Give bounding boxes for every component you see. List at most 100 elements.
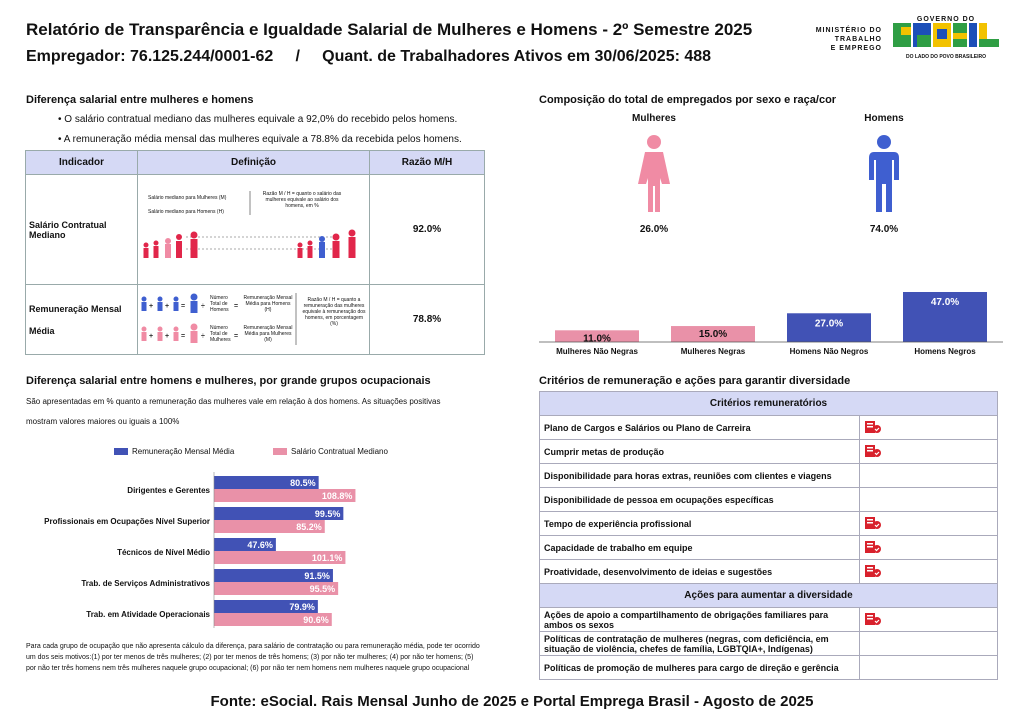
actions-header: Ações para aumentar a diversidade <box>539 583 998 608</box>
report-subtitle: Empregador: 76.125.244/0001-62 / Quant. … <box>26 48 712 65</box>
legend-contractual-label: Salário Contratual Mediano <box>291 447 388 456</box>
def-median-women: Salário mediano para Mulheres (M) <box>148 195 227 201</box>
composition-bar <box>903 292 987 342</box>
criteria-row-label: Capacidade de trabalho em equipe <box>539 535 860 560</box>
criteria-row-label: Cumprir metas de produção <box>539 439 860 464</box>
action-row-label: Políticas de promoção de mulheres para c… <box>539 655 860 680</box>
svg-text:+: + <box>149 303 153 310</box>
check-document-icon <box>865 540 881 553</box>
svg-text:÷: ÷ <box>201 333 205 340</box>
criteria-row: Proatividade, desenvolvimento de ideias … <box>539 559 998 584</box>
occupational-bar-chart: Dirigentes e Gerentes 80.5% 108.8% Profissi… <box>44 472 356 628</box>
gov-brasil-logo: GOVERNO DO DO LADO DO POVO BRASILEIRO <box>893 16 999 66</box>
occupation-bar <box>214 613 332 626</box>
def-total-women: Número Total de Mulheres <box>210 325 231 343</box>
indicator-table: Indicador Definição Razão M/H Salário Co… <box>25 150 485 355</box>
definition-contractual: Salário mediano para Mulheres (M) Salári… <box>137 174 370 285</box>
occupation-value-label: 90.6% <box>303 615 329 625</box>
men-pct: 74.0% <box>869 224 899 235</box>
criteria-row-mark <box>859 439 998 464</box>
criteria-row-label: Proatividade, desenvolvimento de ideias … <box>539 559 860 584</box>
action-row-mark <box>859 655 998 680</box>
composition-category-label: Homens Não Negros <box>790 347 869 356</box>
occupational-title: Diferença salarial entre homens e mulher… <box>26 375 431 387</box>
occupation-category-label: Trab. em Atividade Operacionais <box>86 610 210 619</box>
svg-text:=: = <box>181 303 185 310</box>
ministry-logo: MINISTÉRIO DO TRABALHO E EMPREGO <box>812 26 882 53</box>
occupation-bar <box>214 600 318 613</box>
occupation-category-label: Profissionais em Ocupações Nível Superio… <box>44 517 210 526</box>
composition-value-label: 11.0% <box>583 333 611 344</box>
action-row-label: Ações de apoio a compartilhamento de obr… <box>539 607 860 632</box>
def-avg-women: Remuneração Mensal Média para Mulheres (… <box>243 325 293 343</box>
ministry-line-3: E EMPREGO <box>830 45 882 52</box>
median-people-illustration <box>143 191 356 258</box>
def-avg-men: Remuneração Mensal Média para Homens (H) <box>243 295 293 313</box>
criteria-row-mark <box>859 559 998 584</box>
bullet-contractual: • O salário contratual mediano das mulhe… <box>58 114 458 125</box>
check-document-icon <box>865 516 881 529</box>
brasil-wordmark <box>893 23 999 47</box>
occupation-bar <box>214 520 325 533</box>
composition-value-label: 47.0% <box>931 297 959 308</box>
men-label: Homens <box>864 113 904 124</box>
criteria-row-label: Disponibilidade de pessoa em ocupações e… <box>539 487 860 512</box>
occupation-bar <box>214 582 339 595</box>
svg-text:=: = <box>181 333 185 340</box>
occupation-category-label: Dirigentes e Gerentes <box>127 486 210 495</box>
indicator-remuneration-line1: Remuneração Mensal <box>29 303 122 314</box>
occupation-value-label: 99.5% <box>315 509 341 519</box>
action-row: Políticas de promoção de mulheres para c… <box>539 655 998 680</box>
indicator-contractual: Salário Contratual Mediano <box>25 174 138 285</box>
legend-swatch-blue <box>114 448 128 455</box>
criteria-row: Disponibilidade de pessoa em ocupações e… <box>539 487 998 512</box>
col-indicator: Indicador <box>25 150 138 175</box>
gov-logo-bottom: DO LADO DO POVO BRASILEIRO <box>905 54 986 60</box>
composition-bar <box>787 313 871 342</box>
occupation-value-label: 47.6% <box>247 540 273 550</box>
occupation-bar <box>214 476 319 489</box>
criteria-row-mark <box>859 487 998 512</box>
criteria-header: Critérios remuneratórios <box>539 391 998 416</box>
def-total-men: Número Total de Homens <box>210 295 229 313</box>
criteria-row-label: Tempo de experiência profissional <box>539 511 860 536</box>
composition-category-label: Homens Negros <box>914 347 976 356</box>
legend-contractual: Salário Contratual Mediano <box>273 447 388 456</box>
def-ratio-remuneration: Razão M / H = quanto a remuneração das m… <box>302 297 366 327</box>
legend-remuneration: Remuneração Mensal Média <box>114 447 234 456</box>
criteria-title: Critérios de remuneração e ações para ga… <box>539 375 851 387</box>
footer-source: Fonte: eSocial. Rais Mensal Junho de 202… <box>210 693 814 710</box>
check-document-icon <box>865 444 881 457</box>
action-row: Políticas de contratação de mulheres (ne… <box>539 631 998 656</box>
criteria-row-mark <box>859 463 998 488</box>
occupation-value-label: 79.9% <box>289 602 315 612</box>
bullet-remuneration: • A remuneração média mensal das mulhere… <box>58 134 462 145</box>
man-icon <box>869 135 899 212</box>
legend-swatch-pink <box>273 448 287 455</box>
occupation-category-label: Trab. de Serviços Administrativos <box>81 579 210 588</box>
criteria-row-mark <box>859 511 998 536</box>
criteria-row: Plano de Cargos e Salários ou Plano de C… <box>539 415 998 440</box>
composition-bar-chart: 11.0% Mulheres Não Negras 15.0% Mulheres Ne… <box>539 292 1003 356</box>
svg-text:+: + <box>165 333 169 340</box>
legend-remuneration-label: Remuneração Mensal Média <box>132 447 235 456</box>
col-definition: Definição <box>137 150 370 175</box>
occupation-value-label: 101.1% <box>312 553 343 563</box>
occupation-bar <box>214 569 333 582</box>
occupation-bar <box>214 507 344 520</box>
women-label: Mulheres <box>632 113 676 124</box>
ratio-remuneration: 78.8% <box>369 284 485 355</box>
occupation-category-label: Técnicos de Nível Médio <box>117 548 210 557</box>
svg-text:÷: ÷ <box>201 303 205 310</box>
occupation-value-label: 91.5% <box>304 571 330 581</box>
criteria-row-mark <box>859 535 998 560</box>
ministry-line-2: TRABALHO <box>834 36 882 43</box>
svg-text:=: = <box>234 303 238 310</box>
action-row-mark <box>859 607 998 632</box>
criteria-row: Capacidade de trabalho em equipe <box>539 535 998 560</box>
criteria-row-mark <box>859 415 998 440</box>
action-row-mark <box>859 631 998 656</box>
remuneration-formula-illustration: + + = ÷ + + = ÷ = = <box>141 293 297 345</box>
report-title: Relatório de Transparência e Igualdade S… <box>26 20 753 39</box>
salary-diff-title: Diferença salarial entre mulheres e home… <box>26 94 254 106</box>
